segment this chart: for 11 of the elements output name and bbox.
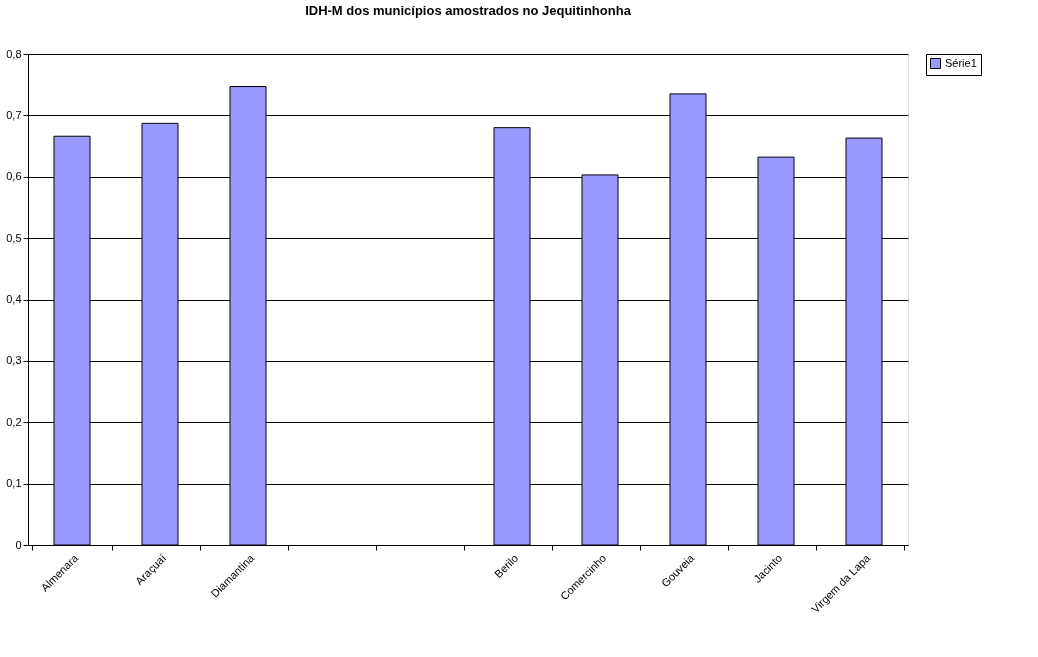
y-tick-label: 0,4 (6, 293, 22, 305)
chart-title: IDH-M dos municípios amostrados no Jequitinhonha (305, 3, 632, 18)
y-tick-label: 0,7 (6, 108, 22, 121)
y-tick-label: 0 (15, 538, 22, 551)
y-tick-label: 0,2 (6, 415, 22, 428)
legend-label: Série1 (945, 56, 977, 69)
y-tick-label: 0,3 (6, 354, 22, 367)
y-tick-label: 0,5 (6, 231, 22, 244)
y-tick-label: 0,6 (6, 170, 22, 183)
y-tick-label: 0,8 (6, 47, 22, 60)
y-tick-label: 0,1 (6, 477, 22, 490)
